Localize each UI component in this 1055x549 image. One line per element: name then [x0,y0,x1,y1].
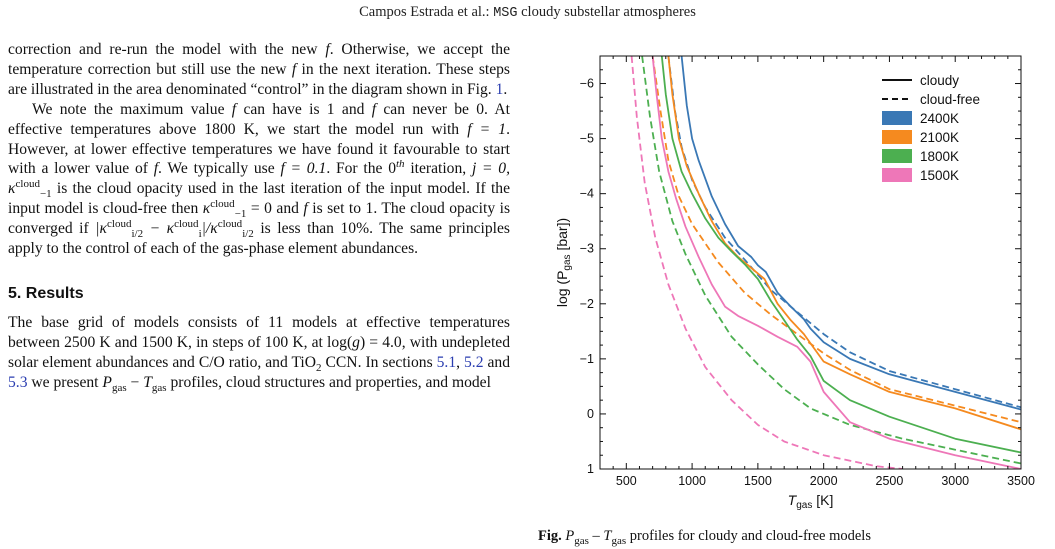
svg-text:2400K: 2400K [920,111,959,126]
y-tick-label: −1 [580,352,594,366]
legend-entry: 1500K [882,168,959,183]
curve-2100K-solid [667,56,1021,431]
pt-profile-chart: 500 1000 1500 2000 2500 3000 3500 1 0 −1 −2 −3 −4 −5 −… [554,55,1035,511]
legend-entry: 2400K [882,111,959,126]
paragraph-3: The base grid of models consists of 11 m… [8,313,510,394]
curve-1800K-solid [660,56,1021,454]
section-title: 5. Results [8,284,84,302]
curve-2400K-solid [680,56,1021,411]
running-header: Campos Estrada et al.: MSG cloudy subste… [0,4,1055,21]
y-tick-label: 0 [587,407,594,421]
y-tick-label: −2 [580,297,594,311]
svg-text:cloud-free: cloud-free [920,92,980,107]
text-column: correction and re-run the model with the… [8,40,510,393]
x-tick-label: 500 [616,474,637,488]
svg-text:1500K: 1500K [920,168,959,183]
curve-2100K-dashed [651,56,1021,424]
y-tick-label: 1 [587,462,594,476]
section-5-2-link[interactable]: 5.2 [464,353,484,371]
x-tick-label: 2000 [810,474,838,488]
header-authors: Campos Estrada et al.: [359,4,490,20]
chart-curves [630,56,1021,469]
svg-text:2100K: 2100K [920,130,959,145]
y-axis-label: log (Pgas [bar]) [554,218,573,307]
header-code: MSG [493,6,518,21]
chart-legend: cloudy cloud-free 2400K 2100K 1800K 1500K [882,73,980,183]
section-5-3-link[interactable]: 5.3 [8,373,28,391]
curve-1500K-dashed [630,56,903,469]
paragraph-1: correction and re-run the model with the… [8,41,511,98]
curve-2400K-dashed [667,56,1021,409]
svg-text:cloudy: cloudy [920,73,959,88]
section-5-1-link[interactable]: 5.1 [436,353,457,371]
legend-entry: 1800K [882,149,959,164]
paragraph-2: We note the maximum value f can have is … [8,100,511,258]
y-tick-label: −4 [580,187,594,201]
legend-entry: 2100K [882,130,959,145]
figure-caption: Fig. Pgas – Tgas profiles for cloudy and… [538,528,871,547]
y-tick-label: −3 [580,242,594,256]
y-tick-label: −5 [580,132,594,146]
x-tick-label: 1000 [678,474,706,488]
x-tick-label: 1500 [744,474,772,488]
curve-1800K-dashed [641,56,1021,465]
legend-entry: cloud-free [882,92,980,107]
curve-1500K-solid [651,56,1021,469]
x-axis-label: Tgas [K] [788,492,834,511]
legend-entry: cloudy [882,73,959,88]
x-tick-label: 3000 [941,474,969,488]
y-tick-label: −6 [580,77,594,91]
x-tick-label: 3500 [1007,474,1035,488]
chart-axes: 500 1000 1500 2000 2500 3000 3500 1 0 −1 −2 −3 −4 −5 −… [580,55,1035,488]
svg-text:1800K: 1800K [920,149,959,164]
fig-1-link[interactable]: 1 [495,80,504,98]
x-tick-label: 2500 [876,474,904,488]
header-title: cloudy substellar atmospheres [521,4,696,20]
